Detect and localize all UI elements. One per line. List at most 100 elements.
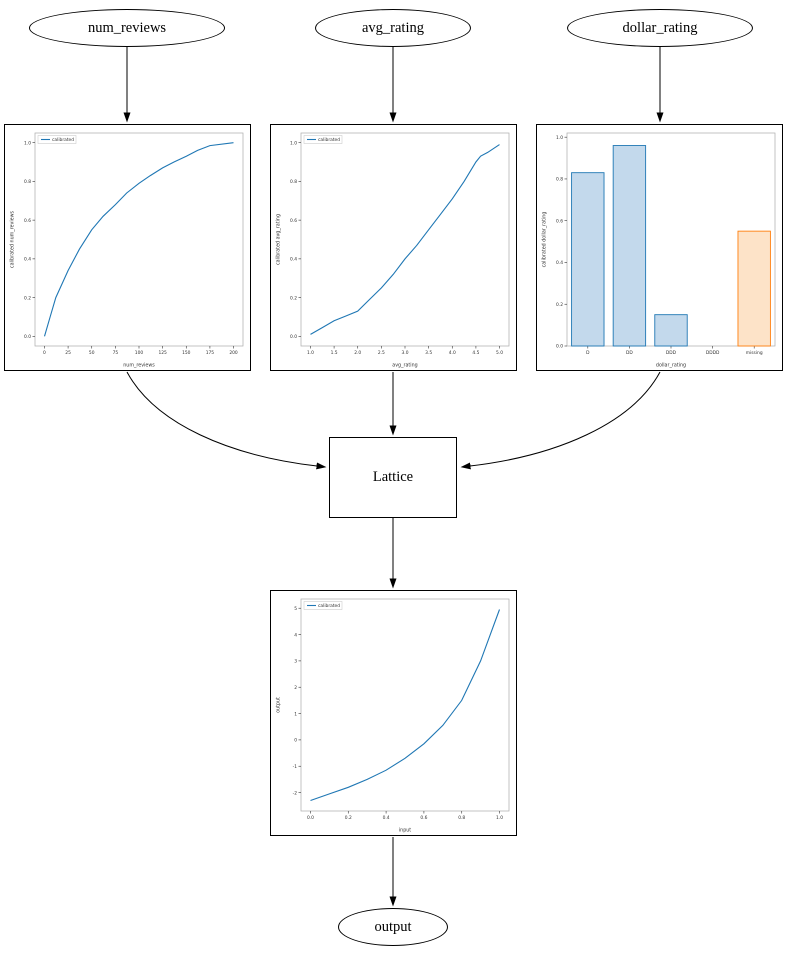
legend-box [303,601,343,610]
y-tick-label: 0.8 [556,177,563,183]
y-tick-label: 1.0 [290,140,297,146]
edge-num-reviews-calibrator-to-lattice [126,371,327,470]
plot-dollar-rating-calibration: 0.0 0.2 0.4 0.6 0.8 1.0 D DD DDD DDDD missing dolla… [536,124,783,371]
y-axis-label: calibrated num_reviews [10,210,16,268]
bar-missing [737,230,771,347]
x-tick-label: 2.5 [378,350,385,356]
node-output-label: output [374,918,412,935]
series-line-calibrated [310,609,501,802]
y-tick-label: 0.2 [556,302,563,308]
x-tick-label: 0.8 [458,815,465,821]
y-tick-label: 1.0 [24,140,31,146]
y-tick-label: 5 [294,606,297,612]
x-tick-label: 100 [135,350,144,356]
x-tick-label: 0.4 [383,815,390,821]
plot-avg-rating-calibration: 0.0 0.2 0.4 0.6 0.8 1.0 1.0 1.5 2.0 2.5 3.0 3.5 4.0 4… [270,124,517,371]
x-tick-label: 1.0 [307,350,314,356]
y-tick-label: 2 [294,685,297,691]
y-axis-label: output [276,697,282,713]
y-tick-label: 1 [294,711,297,717]
x-axis-label: num_reviews [123,363,155,369]
plot-output-calibration: -2 -1 0 1 2 3 4 5 0.0 0.2 0.4 0.6 0.8 1.0 input output c… [270,590,517,836]
x-tick-label: 25 [65,350,71,356]
plot-num-reviews-calibration: 0.0 0.2 0.4 0.6 0.8 1.0 0 25 50 75 100 125 150 175 200… [4,124,251,371]
legend-label: calibrated [318,137,340,143]
x-tick-label: 0.6 [420,815,427,821]
avg-rating-calibration-chart: 0.0 0.2 0.4 0.6 0.8 1.0 1.0 1.5 2.0 2.5 3.0 3.5 4.0 4… [276,132,510,369]
x-tick-label: 4.0 [449,350,456,356]
plot-frame [34,132,244,347]
x-tick-label: 200 [229,350,238,356]
output-calibration-chart: -2 -1 0 1 2 3 4 5 0.0 0.2 0.4 0.6 0.8 1.0 input output c… [276,598,510,834]
bar-D [571,172,605,347]
x-tick-label: 3.5 [425,350,432,356]
x-tick-label: D [586,350,590,356]
x-tick-label: 150 [182,350,191,356]
x-tick-label: missing [746,350,763,356]
x-axis-label: avg_rating [392,363,417,369]
y-tick-label: 1.0 [556,135,563,141]
y-tick-label: 0.2 [290,295,297,301]
y-tick-label: 0.4 [290,257,297,263]
edge-dollar-rating-calibrator-to-lattice [460,371,661,470]
y-tick-label: 0.6 [556,218,563,224]
y-tick-label: 4 [294,632,297,638]
node-avg-rating-label: avg_rating [361,19,424,36]
bar-DD [612,145,647,347]
x-axis-label: dollar_rating [656,363,686,369]
node-output: output [338,908,448,946]
x-tick-label: 5.0 [496,350,503,356]
x-tick-label: DDD [666,350,677,356]
node-lattice-label: Lattice [372,469,414,485]
legend-box [37,135,77,144]
y-tick-label: 0.4 [556,260,563,266]
y-tick-label: -1 [293,764,298,770]
plot-frame [300,132,510,347]
x-tick-label: 125 [158,350,167,356]
y-axis-label: calibrated dollar_rating [542,212,548,268]
legend-label: calibrated [52,137,74,143]
x-tick-label: 3.0 [402,350,409,356]
series-line-calibrated [43,142,234,337]
y-tick-label: -2 [293,790,298,796]
y-tick-label: 0 [294,738,297,744]
node-dollar-rating-label: dollar_rating [622,19,698,36]
x-tick-label: 2.0 [354,350,361,356]
y-tick-label: 0.2 [24,295,31,301]
y-tick-label: 0.6 [290,218,297,224]
x-tick-label: DD [626,350,633,356]
x-tick-label: 75 [113,350,119,356]
y-tick-label: 0.0 [24,334,31,340]
y-tick-label: 0.0 [556,344,563,350]
node-avg-rating: avg_rating [315,9,471,47]
x-tick-label: 4.5 [472,350,479,356]
x-tick-label: 1.0 [496,815,503,821]
legend-box [303,135,343,144]
y-tick-label: 0.8 [290,179,297,185]
node-num-reviews-label: num_reviews [87,19,167,36]
num-reviews-calibration-chart: 0.0 0.2 0.4 0.6 0.8 1.0 0 25 50 75 100 125 150 175 200… [10,132,244,369]
x-tick-label: 175 [206,350,215,356]
x-tick-label: 0.2 [345,815,352,821]
legend-label: calibrated [318,603,340,609]
y-tick-label: 0.6 [24,218,31,224]
dollar-rating-calibration-chart: 0.00.20.40.60.81.0D DD DDD DDDD missingdolla… [542,132,776,369]
x-axis-label: input [399,828,411,834]
y-axis-label: calibrated avg_rating [276,214,282,265]
bar-DDD [654,314,688,347]
series-line-calibrated [310,144,500,335]
x-tick-label: 1.5 [331,350,338,356]
node-lattice: Lattice [329,437,457,518]
y-tick-label: 0.4 [24,257,31,263]
x-tick-label: 0 [43,350,46,356]
x-tick-label: 50 [89,350,95,356]
x-tick-label: 0.0 [307,815,314,821]
y-tick-label: 3 [294,659,297,665]
y-tick-label: 0.0 [290,334,297,340]
x-tick-label: DDDD [706,350,720,356]
plot-frame [300,598,510,812]
y-tick-label: 0.8 [24,179,31,185]
node-dollar-rating: dollar_rating [567,9,753,47]
node-num-reviews: num_reviews [29,9,225,47]
